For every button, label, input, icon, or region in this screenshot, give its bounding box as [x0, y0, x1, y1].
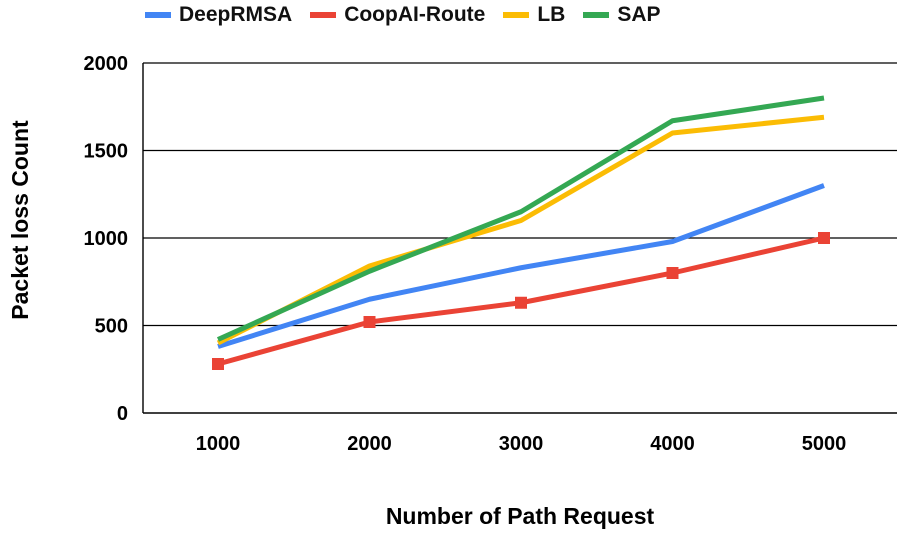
- x-tick-label: 3000: [499, 433, 544, 455]
- y-tick-label: 1500: [84, 141, 129, 163]
- y-tick-label: 2000: [84, 53, 129, 75]
- data-point-coopai-route: [363, 316, 376, 328]
- x-tick-label: 1000: [196, 433, 241, 455]
- legend-item-deeprmsa: DeepRMSA: [145, 3, 292, 27]
- legend-swatch-coopai-route: [310, 12, 337, 18]
- legend-label-deeprmsa: DeepRMSA: [179, 3, 293, 26]
- y-tick-label: 500: [95, 316, 128, 338]
- data-point-coopai-route: [666, 267, 679, 279]
- series-line-deeprmsa: [217, 183, 825, 349]
- y-axis-label: Packet loss Count: [7, 120, 33, 320]
- y-tick-label: 1000: [84, 228, 129, 250]
- legend: DeepRMSA CoopAI-Route LB SAP: [145, 2, 679, 28]
- series-line-lb: [216, 114, 825, 346]
- legend-label-coopai-route: CoopAI-Route: [344, 3, 486, 26]
- x-axis-label: Number of Path Request: [385, 503, 655, 529]
- legend-swatch-sap: [583, 12, 610, 18]
- x-tick-label: 5000: [802, 433, 847, 455]
- legend-label-sap: SAP: [617, 3, 661, 26]
- data-point-coopai-route: [818, 232, 830, 244]
- legend-swatch-deeprmsa: [145, 12, 171, 18]
- series-line-sap: [216, 95, 825, 342]
- legend-item-lb: LB: [503, 3, 565, 27]
- legend-label-lb: LB: [537, 3, 566, 26]
- legend-item-coopai-route: CoopAI-Route: [310, 3, 485, 27]
- x-tick-label: 2000: [347, 433, 392, 455]
- y-axis-label-wrap: Packet loss Count: [5, 120, 35, 320]
- x-tick-label: 4000: [650, 433, 695, 455]
- data-point-coopai-route: [515, 296, 527, 309]
- data-point-coopai-route: [212, 358, 224, 370]
- legend-swatch-lb: [503, 12, 530, 18]
- legend-item-sap: SAP: [583, 3, 661, 27]
- y-tick-label: 0: [117, 403, 128, 425]
